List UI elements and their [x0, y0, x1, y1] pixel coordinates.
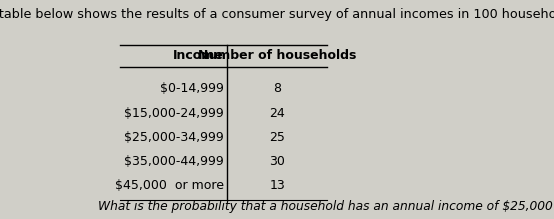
Text: $15,000-24,999: $15,000-24,999	[124, 107, 224, 120]
Text: $0-14,999: $0-14,999	[160, 83, 224, 95]
Text: 8: 8	[273, 83, 281, 95]
Text: What is the probability that a household has an annual income of $25,000 or more: What is the probability that a household…	[98, 200, 554, 213]
Text: $35,000-44,999: $35,000-44,999	[124, 155, 224, 168]
Text: 25: 25	[269, 131, 285, 144]
Text: $45,000  or more: $45,000 or more	[115, 179, 224, 192]
Text: 30: 30	[269, 155, 285, 168]
Text: 24: 24	[269, 107, 285, 120]
Text: The table below shows the results of a consumer survey of annual incomes in 100 : The table below shows the results of a c…	[0, 8, 554, 21]
Text: Number of households: Number of households	[198, 49, 356, 62]
Text: Income: Income	[173, 49, 224, 62]
Text: $25,000-34,999: $25,000-34,999	[124, 131, 224, 144]
Text: 13: 13	[269, 179, 285, 192]
